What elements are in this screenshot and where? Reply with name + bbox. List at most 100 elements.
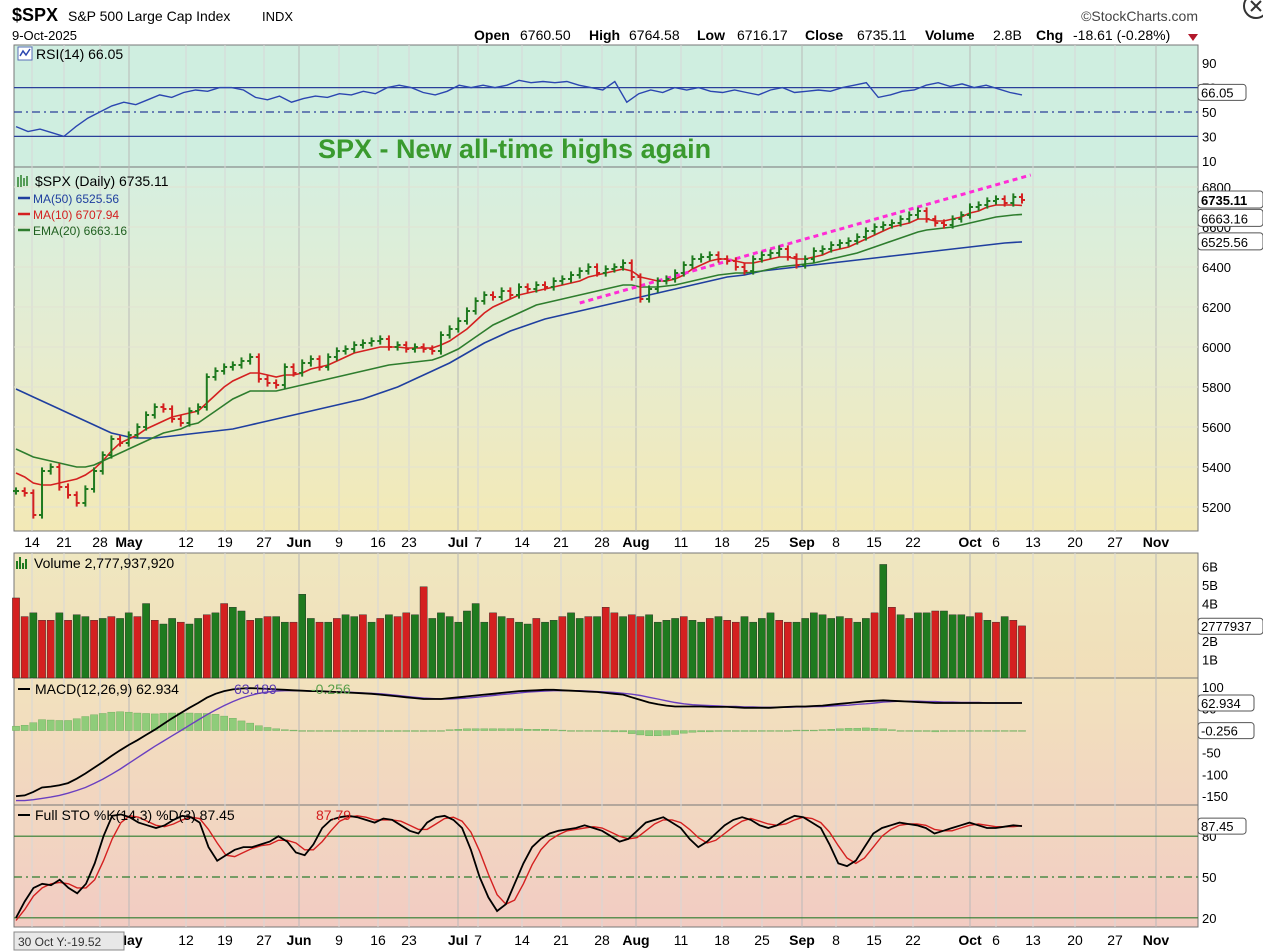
volume-bar	[931, 610, 940, 679]
x-tick-label-bottom: 20	[1067, 932, 1083, 948]
ohlc-bar	[698, 253, 705, 263]
ohlc-bar	[160, 403, 167, 413]
volume-bar	[792, 621, 801, 679]
macd-histogram-bar	[46, 719, 55, 731]
volume-bar	[766, 612, 775, 679]
ohlc-bar	[802, 255, 809, 269]
macd-histogram-bar	[463, 728, 471, 731]
last-label-box	[1197, 817, 1247, 835]
x-tick-label: 25	[754, 534, 770, 550]
brand-watermark: ©StockCharts.com	[1081, 8, 1198, 24]
macd-tick-label: -150	[1202, 789, 1228, 804]
x-tick-label: 14	[24, 534, 40, 550]
macd-histogram-bar	[142, 713, 150, 731]
volume-bar	[836, 616, 844, 679]
price-tick-label: 5200	[1202, 500, 1231, 515]
close-icon[interactable]	[1243, 0, 1263, 19]
x-tick-label: 8	[832, 534, 840, 550]
rsi-label: RSI(14) 66.05	[17, 46, 123, 62]
macd-histogram-bar	[610, 730, 619, 733]
macd-histogram-bar	[506, 728, 515, 731]
ohlc-bar	[628, 259, 635, 281]
ohlc-bar	[351, 341, 358, 353]
macd-histogram-bar	[445, 729, 454, 731]
volume-bar	[610, 612, 619, 679]
ohlc-bar	[680, 261, 687, 277]
macd-histogram-bar	[367, 730, 376, 732]
ohlc-bar	[299, 359, 306, 377]
price-last-label: 6525.56	[1197, 232, 1263, 251]
ohlc-bar	[854, 233, 861, 245]
ohlc-bar	[203, 373, 210, 411]
volume-bar	[584, 616, 593, 679]
volume-bar	[1018, 625, 1026, 679]
macd-histogram-bar	[324, 730, 333, 732]
price-tick-label: 5400	[1202, 460, 1231, 475]
ohlc-bar	[663, 275, 670, 285]
x-tick-label: 15	[866, 534, 882, 550]
ohlc-bar	[888, 219, 895, 229]
ohlc-bar	[143, 411, 150, 431]
x-tick-label: 13	[1025, 534, 1041, 550]
volume-bar	[237, 610, 246, 679]
ohlc-bar	[177, 415, 184, 427]
x-tick-label: 23	[401, 534, 417, 550]
x-tick-label-bottom: 27	[256, 932, 272, 948]
macd-label-hist: -0.256	[311, 681, 351, 697]
macd-histogram-bar	[896, 730, 905, 732]
macd-histogram-bar	[905, 730, 914, 732]
volume-bar	[150, 620, 159, 679]
macd-histogram-bar	[810, 729, 818, 732]
rsi-line	[15, 79, 1023, 138]
macd-label-signal: 63.189	[234, 681, 277, 697]
ohlc-bar	[30, 489, 37, 519]
macd-histogram-bar	[740, 730, 749, 732]
ohlc-bar	[836, 239, 843, 249]
ohlc-bar	[940, 219, 947, 229]
x-tick-label-bottom: 28	[594, 932, 610, 948]
volume-bar	[948, 614, 957, 679]
x-tick-label: 9	[335, 534, 343, 550]
macd-histogram-bar	[957, 730, 966, 732]
last-label-box	[1197, 232, 1263, 251]
macd-histogram-bar	[775, 730, 783, 732]
macd-histogram-bar	[220, 715, 228, 731]
macd-histogram-bar	[98, 713, 107, 731]
volume-bar	[784, 621, 792, 679]
axis-layer: 141421212828MayMay121219192727JunJun9916…	[24, 56, 1263, 948]
macd-histogram-bar	[931, 730, 940, 733]
macd-histogram-bar	[255, 725, 263, 731]
macd-histogram-bar	[237, 720, 246, 731]
x-tick-label-bottom: Jul	[448, 932, 468, 948]
volume-bar	[705, 618, 714, 679]
macd-signal-line	[16, 690, 1023, 802]
volume-bar	[185, 623, 194, 679]
macd-histogram-bar	[55, 720, 64, 731]
last-label-text: 6525.56	[1201, 235, 1248, 250]
x-tick-label-bottom: 6	[992, 932, 1000, 948]
sto-k-line	[15, 813, 1023, 919]
price-tick-label: 6400	[1202, 260, 1231, 275]
volume-bar	[558, 616, 567, 679]
volume-bar	[870, 612, 879, 679]
volume-bar	[454, 621, 463, 679]
volume-bar	[732, 621, 740, 679]
x-tick-label: May	[115, 534, 142, 550]
bottom-note: 30 Oct Y:-19.52	[13, 931, 125, 951]
ohlc-bar	[47, 463, 54, 475]
volume-bar	[549, 620, 558, 679]
x-tick-label: 22	[905, 534, 921, 550]
macd-line	[15, 687, 1022, 798]
ohlc-bar	[611, 263, 618, 273]
macd-tick-label: 100	[1202, 680, 1224, 695]
ohlc-bar	[151, 403, 158, 419]
macd-histogram-bar	[229, 718, 237, 731]
macd-histogram-bar	[584, 730, 593, 732]
volume-bar	[992, 621, 1000, 679]
ohlc-bar	[247, 353, 254, 365]
price-panel	[13, 166, 1199, 532]
macd-histogram-bar	[20, 725, 29, 731]
ohlc-bar	[1010, 193, 1017, 207]
x-tick-label-bottom: Oct	[958, 932, 982, 948]
volume-bar	[740, 616, 749, 679]
